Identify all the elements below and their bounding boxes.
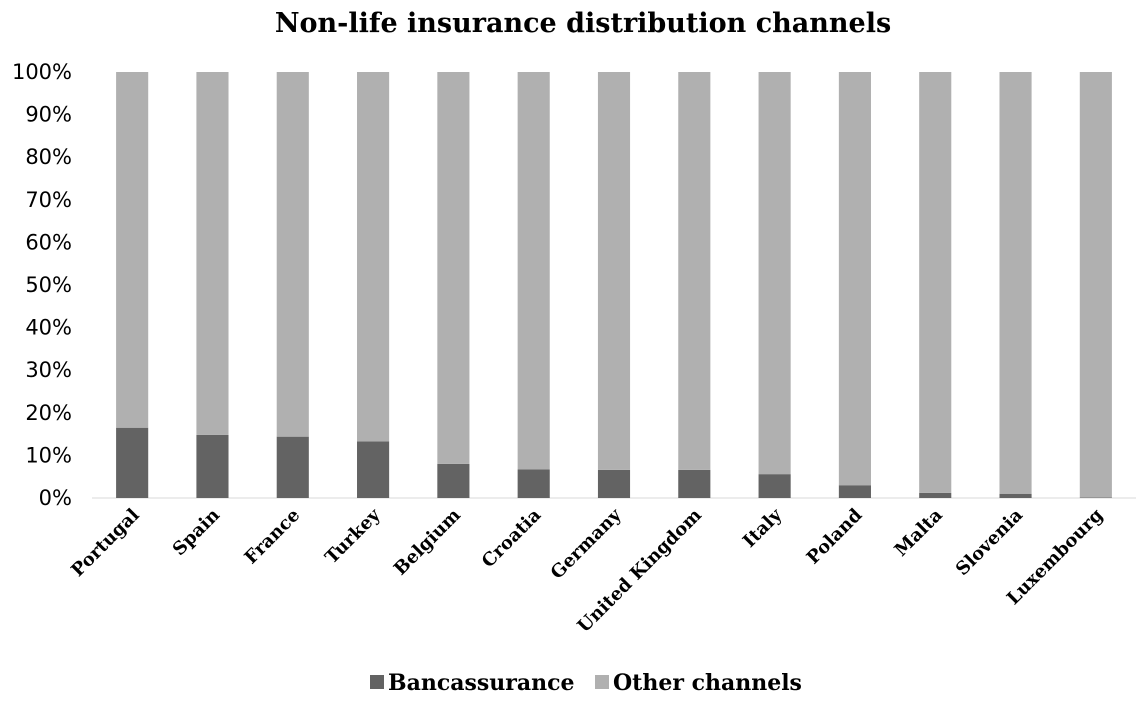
x-tick-label: Italy [739, 504, 787, 552]
bar-segment-other-channels [437, 72, 470, 464]
legend-label: Other channels [613, 670, 802, 696]
y-tick-label: 0% [39, 486, 72, 510]
x-tick-label: Turkey [321, 504, 385, 568]
y-tick-label: 10% [25, 443, 72, 467]
bar-segment-other-channels [276, 72, 309, 437]
y-tick-label: 70% [25, 188, 72, 212]
x-tick-label: Belgium [390, 505, 465, 580]
bar-segment-other-channels [919, 72, 952, 493]
bar-segment-other-channels [357, 72, 390, 442]
bar-segment-other-channels [678, 72, 711, 470]
y-tick-label: 40% [25, 316, 72, 340]
x-tick-label: Croatia [478, 504, 546, 572]
bar-segment-other-channels [196, 72, 229, 435]
y-tick-label: 30% [25, 358, 72, 382]
bar-segment-bancassurance [437, 463, 470, 498]
bar-segment-bancassurance [357, 441, 390, 498]
bar-segment-bancassurance [276, 436, 309, 498]
bar-segment-other-channels [1079, 72, 1112, 498]
y-axis: 0% 10% 20% 30% 40% 50% 60% 70% 80% 90% 100% [12, 60, 1136, 510]
bars [116, 72, 1112, 498]
bar-segment-other-channels [116, 72, 149, 428]
bar-segment-bancassurance [999, 493, 1032, 498]
chart-title: Non-life insurance distribution channels [275, 8, 891, 39]
y-tick-label: 60% [25, 230, 72, 254]
x-axis: Portugal Spain France Turkey Belgium Croatia G… [67, 504, 1107, 637]
y-tick-label: 50% [25, 273, 72, 297]
y-tick-label: 100% [12, 60, 72, 84]
bar-segment-bancassurance [196, 434, 229, 498]
legend-swatch-bancassurance [370, 675, 384, 689]
bar-segment-bancassurance [758, 474, 791, 498]
x-tick-label: Malta [891, 504, 947, 560]
bar-segment-other-channels [597, 72, 631, 470]
bar-segment-bancassurance [919, 492, 952, 498]
bar-segment-bancassurance [116, 427, 149, 498]
legend-swatch-other-channels [595, 675, 609, 689]
x-tick-label: Slovenia [952, 504, 1027, 579]
bar-segment-other-channels [758, 72, 791, 475]
x-tick-label: France [241, 505, 305, 569]
bar-segment-bancassurance [597, 469, 631, 498]
y-tick-label: 80% [25, 145, 72, 169]
bar-segment-bancassurance [678, 469, 711, 498]
legend: Bancassurance Other channels [370, 670, 802, 696]
bar-segment-bancassurance [838, 485, 871, 498]
bar-segment-bancassurance [517, 469, 550, 498]
bar-segment-other-channels [517, 72, 550, 470]
y-tick-label: 20% [25, 401, 72, 425]
bar-segment-other-channels [999, 72, 1032, 494]
x-tick-label: Portugal [67, 505, 144, 582]
x-tick-label: Poland [803, 504, 867, 568]
bar-segment-other-channels [838, 72, 871, 486]
x-tick-label: Spain [169, 505, 224, 560]
legend-label: Bancassurance [388, 670, 575, 696]
x-tick-label: Germany [547, 504, 626, 583]
y-tick-label: 90% [25, 103, 72, 127]
